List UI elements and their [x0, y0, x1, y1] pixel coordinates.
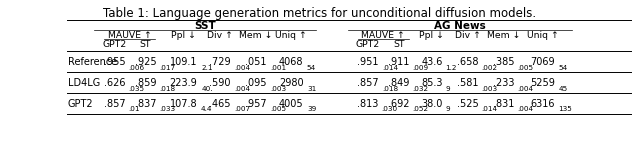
Text: .006: .006 — [129, 65, 145, 71]
Text: 54: 54 — [307, 65, 316, 71]
Text: 39: 39 — [307, 106, 316, 112]
Text: 4068: 4068 — [279, 57, 303, 67]
Text: 54: 54 — [558, 65, 568, 71]
Text: .032: .032 — [413, 86, 429, 92]
Text: .033: .033 — [159, 106, 175, 112]
Text: SST: SST — [195, 21, 216, 31]
Text: .004: .004 — [518, 86, 534, 92]
Text: .003: .003 — [270, 86, 286, 92]
Text: 9: 9 — [445, 86, 450, 92]
Text: .626: .626 — [104, 78, 125, 88]
Text: MAUVE ↑: MAUVE ↑ — [108, 31, 152, 40]
Text: 2980: 2980 — [279, 78, 303, 88]
Text: .911: .911 — [388, 57, 410, 67]
Text: .837: .837 — [134, 99, 156, 109]
Text: .465: .465 — [209, 99, 231, 109]
Text: 40.: 40. — [201, 86, 212, 92]
Text: .01: .01 — [129, 106, 140, 112]
Text: .014: .014 — [482, 106, 498, 112]
Text: .857: .857 — [357, 78, 379, 88]
Text: 4.4: 4.4 — [201, 106, 212, 112]
Text: .729: .729 — [209, 57, 231, 67]
Text: LD4LG: LD4LG — [68, 78, 100, 88]
Text: Mem ↓: Mem ↓ — [487, 31, 520, 40]
Text: 135: 135 — [558, 106, 572, 112]
Text: Div ↑: Div ↑ — [455, 31, 481, 40]
Text: .018: .018 — [159, 86, 175, 92]
Text: .035: .035 — [128, 86, 145, 92]
Text: .831: .831 — [493, 99, 515, 109]
Text: MAUVE ↑: MAUVE ↑ — [362, 31, 405, 40]
Text: .813: .813 — [357, 99, 379, 109]
Text: .859: .859 — [134, 78, 156, 88]
Text: .658: .658 — [457, 57, 479, 67]
Text: .017: .017 — [159, 65, 175, 71]
Text: Reference: Reference — [68, 57, 116, 67]
Text: .018: .018 — [382, 86, 398, 92]
Text: 7069: 7069 — [530, 57, 555, 67]
Text: Table 1: Language generation metrics for unconditional diffusion models.: Table 1: Language generation metrics for… — [104, 7, 536, 20]
Text: .007: .007 — [234, 106, 250, 112]
Text: .030: .030 — [381, 106, 398, 112]
Text: ST: ST — [393, 40, 404, 49]
Text: 6316: 6316 — [531, 99, 555, 109]
Text: .004: .004 — [517, 106, 534, 112]
Text: .525: .525 — [457, 99, 479, 109]
Text: .957: .957 — [245, 99, 267, 109]
Text: GPT2: GPT2 — [68, 99, 93, 109]
Text: 107.8: 107.8 — [170, 99, 197, 109]
Text: 31: 31 — [307, 86, 316, 92]
Text: .955: .955 — [104, 57, 125, 67]
Text: .692: .692 — [388, 99, 410, 109]
Text: 2.1: 2.1 — [201, 65, 212, 71]
Text: .385: .385 — [493, 57, 515, 67]
Text: .005: .005 — [270, 106, 286, 112]
Text: .004: .004 — [234, 86, 250, 92]
Text: .003: .003 — [481, 86, 498, 92]
Text: ST: ST — [140, 40, 151, 49]
Text: AG News: AG News — [435, 21, 486, 31]
Text: .849: .849 — [388, 78, 410, 88]
Text: Ppl ↓: Ppl ↓ — [419, 31, 444, 40]
Text: 43.6: 43.6 — [421, 57, 442, 67]
Text: 1.2: 1.2 — [445, 65, 457, 71]
Text: .925: .925 — [134, 57, 156, 67]
Text: .005: .005 — [518, 65, 534, 71]
Text: .052: .052 — [413, 106, 429, 112]
Text: 4005: 4005 — [279, 99, 303, 109]
Text: .009: .009 — [413, 65, 429, 71]
Text: 38.0: 38.0 — [421, 99, 442, 109]
Text: 5259: 5259 — [530, 78, 555, 88]
Text: Ppl ↓: Ppl ↓ — [171, 31, 196, 40]
Text: .233: .233 — [493, 78, 515, 88]
Text: Div ↑: Div ↑ — [207, 31, 233, 40]
Text: .857: .857 — [104, 99, 125, 109]
Text: 9: 9 — [445, 106, 450, 112]
Text: .051: .051 — [245, 57, 267, 67]
Text: 109.1: 109.1 — [170, 57, 197, 67]
Text: GPT2: GPT2 — [102, 40, 127, 49]
Text: Uniq ↑: Uniq ↑ — [275, 31, 307, 40]
Text: 223.9: 223.9 — [170, 78, 197, 88]
Text: GPT2: GPT2 — [356, 40, 380, 49]
Text: .014: .014 — [381, 65, 398, 71]
Text: .002: .002 — [481, 65, 498, 71]
Text: Uniq ↑: Uniq ↑ — [527, 31, 558, 40]
Text: .095: .095 — [245, 78, 267, 88]
Text: .001: .001 — [270, 65, 286, 71]
Text: Mem ↓: Mem ↓ — [239, 31, 273, 40]
Text: 45: 45 — [559, 86, 568, 92]
Text: 85.3: 85.3 — [421, 78, 442, 88]
Text: .581: .581 — [457, 78, 479, 88]
Text: .004: .004 — [234, 65, 250, 71]
Text: .590: .590 — [209, 78, 231, 88]
Text: .951: .951 — [357, 57, 379, 67]
